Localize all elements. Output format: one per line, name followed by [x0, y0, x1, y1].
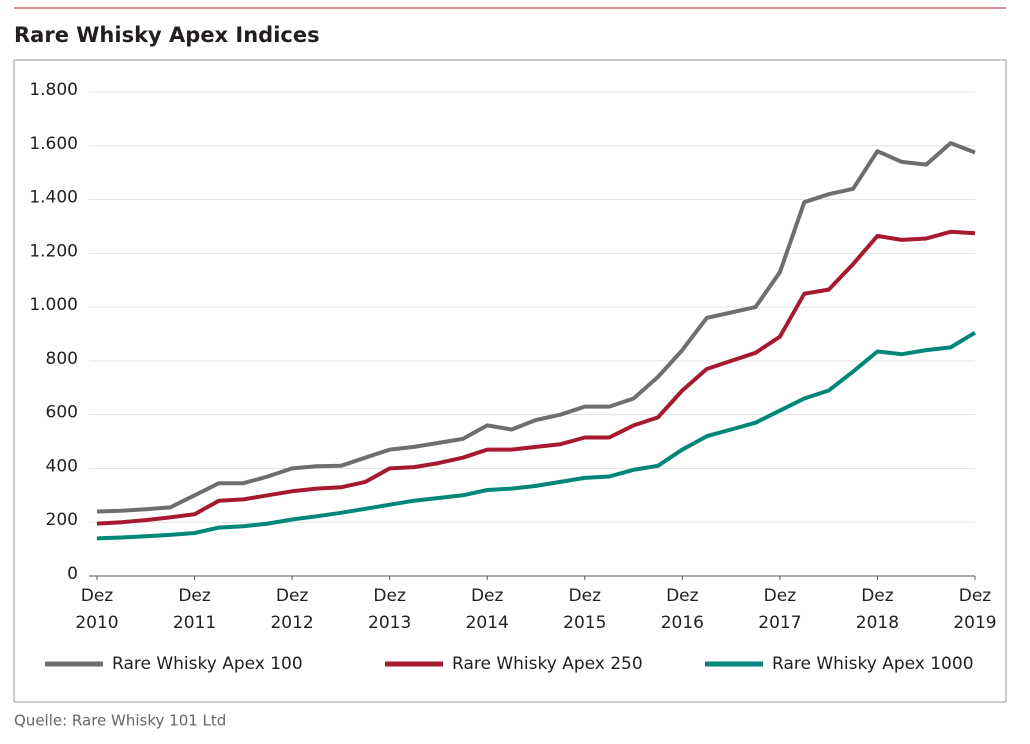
- chart-title: Rare Whisky Apex Indices: [14, 23, 320, 47]
- x-tick-label: Dez 2012: [270, 586, 313, 633]
- x-tick-label: Dez 2019: [953, 586, 996, 633]
- y-tick-label: 1.000: [29, 295, 78, 315]
- y-tick-label: 600: [46, 403, 78, 423]
- y-tick-label: 200: [46, 510, 78, 530]
- legend-label: Rare Whisky Apex 100: [112, 654, 303, 674]
- chart-frame: [13, 59, 1007, 703]
- y-tick-label: 400: [46, 456, 78, 476]
- y-tick-label: 1.800: [29, 80, 78, 100]
- series-line: [96, 141, 976, 514]
- series-line: [96, 229, 976, 526]
- y-tick-label: 800: [46, 349, 78, 369]
- x-tick-label: Dez 2017: [758, 586, 801, 633]
- source: Quelle: Rare Whisky 101 Ltd: [14, 712, 226, 730]
- legend-label: Rare Whisky Apex 1000: [772, 654, 974, 674]
- legend-label: Rare Whisky Apex 250: [452, 654, 643, 674]
- x-tick-label: Dez 2018: [856, 586, 899, 633]
- y-tick-label: 1.400: [29, 188, 78, 208]
- series-line: [96, 330, 977, 541]
- x-tick-label: Dez 2015: [563, 586, 606, 633]
- y-tick-label: 1.600: [29, 134, 78, 154]
- x-tick-label: Dez 2014: [466, 586, 509, 633]
- x-tick-label: Dez 2010: [75, 586, 118, 633]
- y-tick-label: 0: [67, 564, 78, 584]
- y-tick-label: 1.200: [29, 241, 78, 261]
- x-tick-label: Dez 2011: [173, 586, 216, 633]
- x-tick-label: Dez 2013: [368, 586, 411, 633]
- x-tick-label: Dez 2016: [661, 586, 704, 633]
